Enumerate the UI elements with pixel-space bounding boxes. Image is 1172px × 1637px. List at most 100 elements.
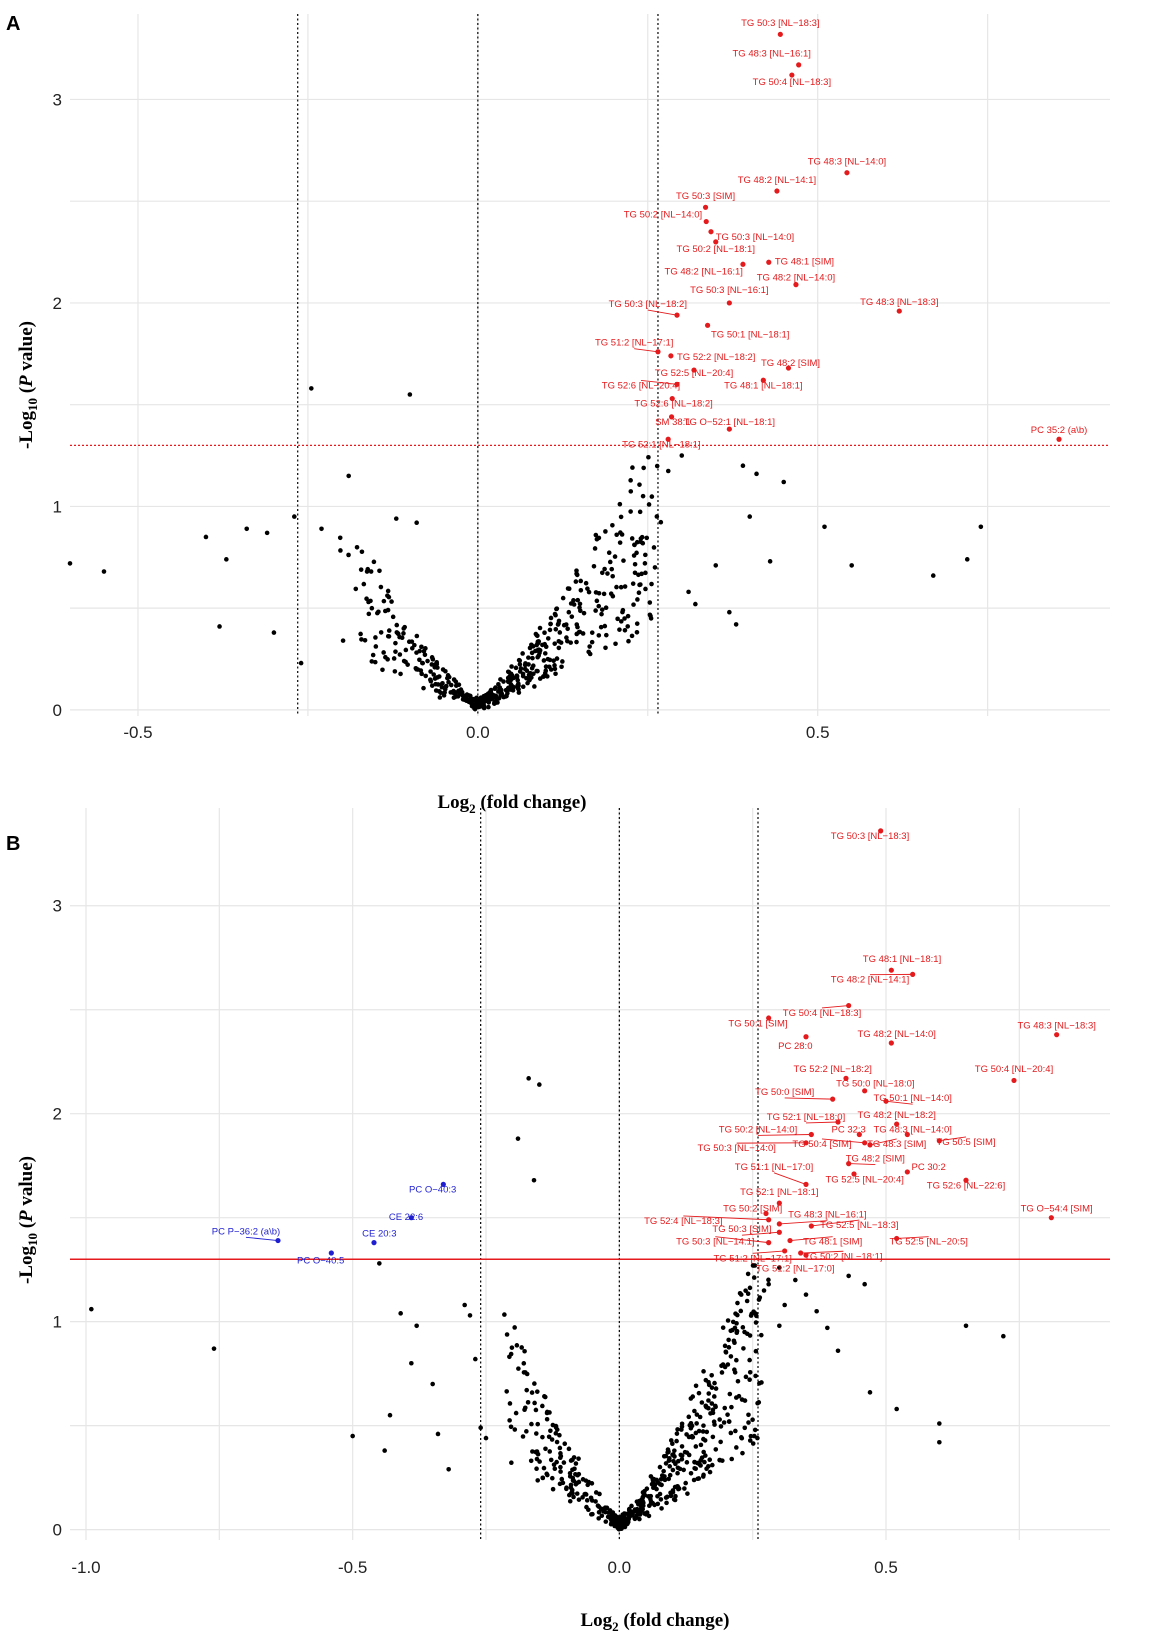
highlighted-point	[862, 1140, 868, 1146]
data-point	[672, 1497, 678, 1503]
data-point	[609, 566, 615, 572]
data-point	[712, 1380, 717, 1386]
data-point	[481, 699, 487, 705]
x-tick-label: 0.0	[608, 1558, 632, 1577]
data-point	[753, 1320, 759, 1325]
data-point	[682, 1449, 688, 1455]
highlighted-point	[713, 239, 719, 245]
data-point	[803, 1292, 809, 1297]
data-point	[846, 1273, 851, 1279]
data-point	[560, 595, 566, 601]
data-point	[373, 644, 379, 649]
data-point	[521, 1361, 527, 1366]
point-label: TG 48:3 [NL−18:3]	[860, 297, 938, 308]
data-point	[520, 1434, 526, 1439]
data-point	[675, 1470, 680, 1476]
data-point	[403, 647, 409, 653]
data-point	[613, 1523, 619, 1529]
data-point	[568, 1482, 574, 1488]
data-point	[423, 673, 429, 679]
label-leader-line	[789, 1236, 833, 1241]
data-point	[740, 463, 746, 469]
data-point	[390, 614, 396, 620]
data-point	[422, 652, 428, 658]
data-point	[617, 627, 622, 632]
data-point	[425, 658, 430, 664]
point-label: TG 50:0 [NL−18:0]	[836, 1079, 914, 1090]
data-point	[679, 1444, 685, 1449]
data-point	[418, 668, 424, 673]
data-point	[632, 561, 638, 567]
data-point	[751, 1275, 757, 1280]
data-point	[530, 1449, 535, 1454]
data-point	[203, 534, 209, 540]
data-point	[679, 1427, 684, 1432]
data-point	[746, 1412, 751, 1418]
data-point	[617, 540, 623, 545]
data-point	[761, 1288, 767, 1293]
data-point	[718, 1424, 724, 1429]
panel-a: A TG 50:3 [NL−18:3]TG 48:3 [NL−16:1]TG 5…	[6, 13, 1110, 816]
data-point	[543, 1446, 548, 1452]
data-point	[639, 534, 645, 540]
x-tick-label: -1.0	[71, 1558, 100, 1577]
data-point	[553, 612, 558, 618]
data-point	[665, 468, 671, 474]
point-label: TG 50:3 [NL−14:0]	[697, 1143, 775, 1154]
data-point	[709, 1372, 714, 1378]
data-point	[607, 559, 613, 565]
highlighted-point	[793, 282, 799, 288]
data-point	[371, 559, 377, 565]
data-point	[389, 599, 394, 604]
data-point	[728, 1430, 734, 1436]
data-point	[636, 590, 642, 595]
data-point	[593, 608, 598, 613]
data-point	[545, 636, 551, 641]
data-point	[458, 687, 464, 692]
data-point	[319, 526, 324, 532]
data-point	[736, 1393, 742, 1399]
data-point	[688, 1471, 694, 1476]
data-point	[536, 639, 541, 644]
data-point	[704, 1429, 710, 1435]
data-point	[671, 1458, 676, 1464]
data-point	[693, 601, 698, 607]
data-point	[552, 663, 557, 668]
data-point	[414, 520, 419, 525]
data-point	[670, 1467, 676, 1473]
data-point	[520, 671, 526, 677]
data-point	[556, 638, 562, 644]
data-point	[292, 514, 297, 519]
data-point	[661, 1468, 666, 1474]
data-point	[397, 652, 403, 657]
data-point	[721, 1420, 727, 1425]
data-point	[722, 1405, 728, 1411]
data-point	[309, 386, 314, 391]
data-point	[570, 1478, 576, 1483]
data-point	[722, 1343, 728, 1349]
data-point	[583, 1492, 589, 1497]
data-point	[580, 1495, 585, 1500]
x-tick-label: 0.5	[874, 1558, 898, 1577]
data-point	[385, 588, 391, 594]
data-point	[640, 493, 646, 499]
data-point	[700, 1429, 706, 1434]
highlighted-point	[668, 414, 675, 420]
data-point	[667, 1472, 673, 1478]
data-point	[622, 584, 628, 589]
data-point	[432, 676, 438, 681]
data-point	[708, 1411, 713, 1416]
point-label: TG 48:1 [SIM]	[803, 1237, 862, 1248]
point-label: TG 51:2 [NL−17:1]	[595, 338, 673, 349]
data-point	[407, 392, 413, 397]
data-point	[619, 1526, 624, 1532]
point-label: TG 48:2 [NL−14:0]	[757, 273, 835, 284]
highlighted-point	[796, 62, 802, 68]
data-point	[551, 658, 556, 664]
data-point	[614, 584, 619, 590]
highlighted-point	[776, 1200, 782, 1206]
data-point	[467, 1313, 473, 1318]
data-point	[737, 1290, 743, 1296]
label-leader-line	[805, 1121, 839, 1124]
data-point	[622, 627, 628, 633]
